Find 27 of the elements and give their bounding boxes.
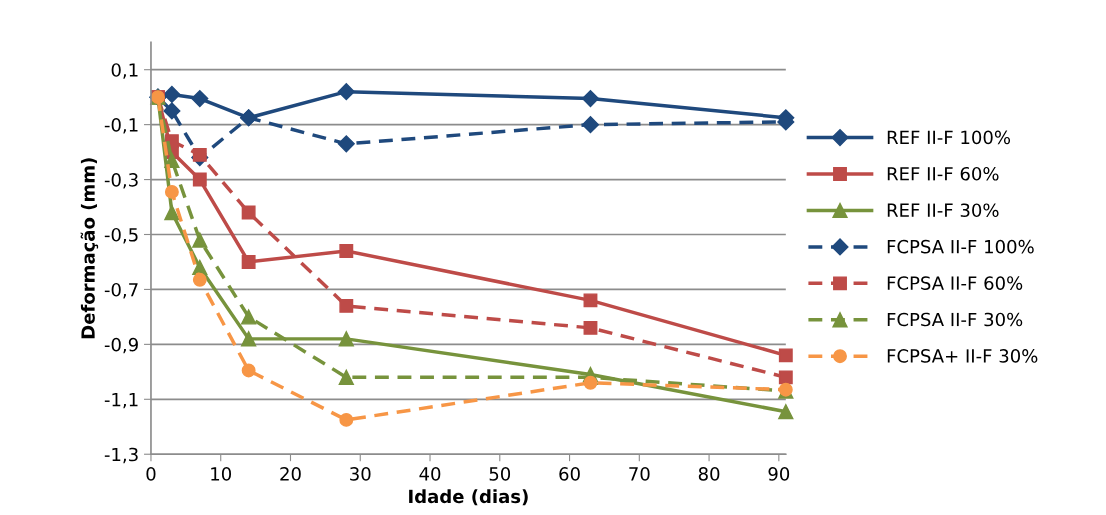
y-tick-label: -0,1 <box>104 118 138 134</box>
y-tick-label: -0,7 <box>104 282 138 299</box>
legend-label: REF II-F 100% <box>887 130 1011 145</box>
y-tick-label: -1,3 <box>104 447 138 464</box>
x-axis-title: Idade (dias) <box>409 489 528 506</box>
legend-label: REF II-F 60% <box>887 166 999 181</box>
x-tick-label: 60 <box>559 467 580 481</box>
y-tick-label: -0,9 <box>104 337 138 354</box>
y-axis-title: Deformação (mm) <box>80 158 99 339</box>
x-tick-label: 40 <box>419 467 441 481</box>
y-tick-label: 0,1 <box>111 63 138 79</box>
x-tick-label: 20 <box>280 467 301 481</box>
x-tick-label: 10 <box>211 467 232 481</box>
x-tick-label: 70 <box>629 467 650 481</box>
x-tick-label: 50 <box>489 467 511 481</box>
x-tick-label: 0 <box>146 467 156 481</box>
x-tick-label: 90 <box>768 467 790 481</box>
y-tick-label: -0,5 <box>104 227 138 244</box>
legend-label: FCPSA II-F 60% <box>887 276 1023 290</box>
legend-label: FCPSA+ II-F 30% <box>887 349 1038 363</box>
y-tick-label: -1,1 <box>104 392 138 409</box>
legend-label: FCPSA II-F 100% <box>887 239 1034 254</box>
legend-label: REF II-F 30% <box>887 203 999 218</box>
x-tick-label: 30 <box>350 467 371 481</box>
x-tick-label: 80 <box>698 467 720 481</box>
y-tick-label: -0,3 <box>104 173 138 189</box>
legend-label: FCPSA II-F 30% <box>887 312 1023 327</box>
